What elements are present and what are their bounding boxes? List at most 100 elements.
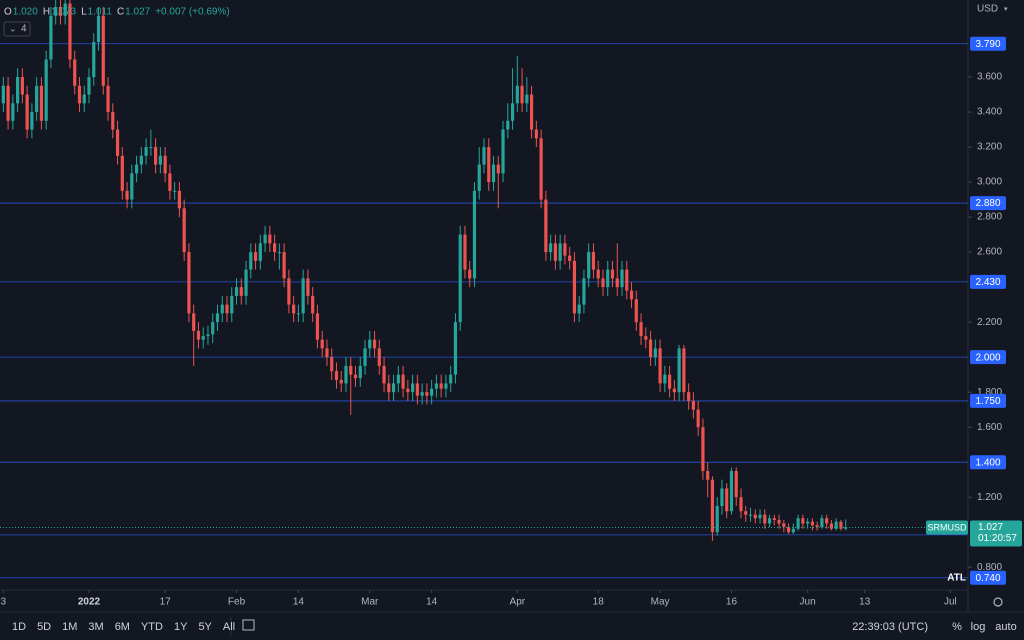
ohlc-value: 1.020 xyxy=(13,7,38,18)
symbol-label: SRMUSD xyxy=(927,522,967,532)
candle-body xyxy=(553,243,557,261)
candle-body xyxy=(610,269,615,279)
candle-body xyxy=(87,77,91,95)
level-label-box xyxy=(970,350,1006,365)
candle-body xyxy=(468,269,472,279)
candle-body xyxy=(763,514,767,524)
candle-body xyxy=(239,287,243,296)
range-button[interactable]: 1M xyxy=(62,621,77,633)
range-button[interactable]: 3M xyxy=(88,621,103,633)
x-tick-label: Jul xyxy=(944,597,957,608)
candle-body xyxy=(287,278,291,305)
candle-body xyxy=(748,514,753,516)
range-button[interactable]: YTD xyxy=(141,621,163,633)
candle-body xyxy=(39,85,44,121)
settings-icon[interactable] xyxy=(993,597,1003,607)
level-label: 3.790 xyxy=(975,39,1000,50)
candle-body xyxy=(415,383,419,396)
candle-body xyxy=(115,129,120,156)
range-button[interactable]: All xyxy=(223,621,235,633)
candle-body xyxy=(263,234,267,244)
candle-body xyxy=(92,42,96,78)
candle-body xyxy=(158,155,162,165)
candle-body xyxy=(1,85,5,104)
range-button[interactable]: 5D xyxy=(37,621,51,633)
candle-body xyxy=(253,252,258,261)
candle-body xyxy=(829,523,834,529)
candle-body xyxy=(358,365,362,379)
range-button[interactable]: 1Y xyxy=(174,621,188,633)
x-tick-label: 2022 xyxy=(78,597,101,608)
candle-body xyxy=(563,243,567,256)
candle-body xyxy=(149,147,153,149)
x-tick-label: 14 xyxy=(426,597,438,608)
candle-body xyxy=(791,528,795,533)
level-label: 2.000 xyxy=(975,352,1000,363)
scale-option[interactable]: % xyxy=(952,621,962,633)
candle-body xyxy=(339,379,343,384)
candle-body xyxy=(377,348,381,366)
candle-body xyxy=(625,269,629,291)
candle-body xyxy=(477,164,481,191)
candle-body xyxy=(182,208,186,253)
ohlc-key: H xyxy=(43,7,50,18)
candle-body xyxy=(520,85,524,104)
range-button[interactable]: 1D xyxy=(12,621,26,633)
candle-body xyxy=(196,330,201,340)
y-tick-label: 1.600 xyxy=(977,422,1002,433)
candle-body xyxy=(154,147,158,165)
candle-body xyxy=(753,514,757,519)
candle-body xyxy=(510,103,515,121)
candle-body xyxy=(306,278,310,296)
candle-body xyxy=(311,295,315,314)
candle-body xyxy=(35,85,39,113)
candle-body xyxy=(130,173,134,200)
candle-body xyxy=(620,269,624,288)
range-button[interactable]: 6M xyxy=(115,621,130,633)
candle-body xyxy=(234,287,239,296)
candle-body xyxy=(668,374,672,389)
date-range-icon[interactable] xyxy=(242,619,255,631)
candle-body xyxy=(220,304,224,314)
candle-body xyxy=(325,348,329,358)
candle-body xyxy=(658,348,662,384)
candle-body xyxy=(639,322,643,337)
plot-area xyxy=(0,0,968,579)
candle-body xyxy=(544,199,548,253)
candle-body xyxy=(420,392,424,396)
y-tick-label: 2.800 xyxy=(977,212,1002,223)
currency-chevron: ▾ xyxy=(1004,6,1008,13)
candle-body xyxy=(582,278,586,305)
last-price-box xyxy=(970,520,1022,547)
candle-body xyxy=(225,304,229,314)
level-label: 1.750 xyxy=(975,396,1000,407)
candle-body xyxy=(472,190,477,279)
level-label-box xyxy=(970,455,1006,470)
indicator-toggle[interactable] xyxy=(3,21,31,37)
candle-body xyxy=(463,234,467,270)
candle-body xyxy=(549,243,553,253)
ohlc-value: 1.011 xyxy=(88,7,113,18)
range-button[interactable]: 5Y xyxy=(198,621,212,633)
candle-body xyxy=(487,147,491,183)
candle-body xyxy=(134,164,139,174)
level-label: 2.430 xyxy=(975,277,1000,288)
candle-body xyxy=(272,243,277,253)
candle-body xyxy=(277,252,281,254)
currency[interactable]: USD xyxy=(977,4,998,15)
ohlc-value: 1.073 xyxy=(51,7,76,18)
level-label: 0.740 xyxy=(975,573,1000,584)
candle-body xyxy=(315,313,320,340)
candle-body xyxy=(320,339,324,349)
candle-body xyxy=(615,278,619,288)
candle-body xyxy=(30,112,34,130)
candle-body xyxy=(734,470,738,498)
level-label-box xyxy=(970,274,1006,289)
scale-option[interactable]: log xyxy=(971,621,986,633)
level-label-box xyxy=(970,36,1006,51)
scale-option[interactable]: auto xyxy=(995,621,1016,633)
level-label-box xyxy=(970,570,1006,585)
candle-body xyxy=(634,299,638,323)
y-tick-label: 1.200 xyxy=(977,492,1002,503)
